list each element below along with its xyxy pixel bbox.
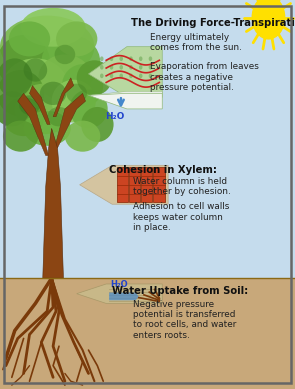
Polygon shape <box>18 93 49 156</box>
Ellipse shape <box>0 35 50 89</box>
Circle shape <box>149 74 152 78</box>
Polygon shape <box>53 78 74 117</box>
Text: Negative pressure
potential is transferred
to root cells, and water
enters roots: Negative pressure potential is transferr… <box>133 300 236 340</box>
Ellipse shape <box>69 89 108 128</box>
Circle shape <box>110 65 113 70</box>
Bar <box>129 167 140 202</box>
Ellipse shape <box>15 84 74 134</box>
Ellipse shape <box>81 107 114 142</box>
Circle shape <box>119 56 123 61</box>
Circle shape <box>252 0 285 39</box>
Ellipse shape <box>9 21 50 56</box>
Ellipse shape <box>41 35 100 89</box>
Ellipse shape <box>3 121 38 152</box>
Circle shape <box>149 56 152 61</box>
Circle shape <box>129 74 133 78</box>
Ellipse shape <box>65 121 100 152</box>
Ellipse shape <box>66 84 87 103</box>
Ellipse shape <box>3 58 68 113</box>
Ellipse shape <box>62 64 103 107</box>
Ellipse shape <box>21 8 86 47</box>
Ellipse shape <box>24 111 71 146</box>
Text: Evaporation from leaves
creates a negative
pressure potential.: Evaporation from leaves creates a negati… <box>150 62 259 92</box>
Text: Water Uptake from Soil:: Water Uptake from Soil: <box>112 286 248 296</box>
Polygon shape <box>43 128 63 278</box>
Ellipse shape <box>0 58 32 97</box>
Circle shape <box>139 56 142 61</box>
Ellipse shape <box>38 54 91 101</box>
Ellipse shape <box>19 95 40 115</box>
Polygon shape <box>109 293 139 300</box>
Ellipse shape <box>0 16 94 78</box>
Circle shape <box>139 74 142 78</box>
Bar <box>141 167 153 202</box>
Ellipse shape <box>0 70 44 117</box>
Ellipse shape <box>0 91 30 126</box>
Circle shape <box>119 65 123 70</box>
Bar <box>153 167 165 202</box>
Text: Cohesion in Xylem:: Cohesion in Xylem: <box>109 165 217 175</box>
Text: H₂O: H₂O <box>111 280 128 289</box>
Circle shape <box>110 74 113 78</box>
Bar <box>117 167 128 202</box>
Circle shape <box>149 65 152 70</box>
Ellipse shape <box>52 80 96 123</box>
Text: H₂O: H₂O <box>105 112 124 121</box>
Circle shape <box>100 56 104 61</box>
Polygon shape <box>77 284 162 303</box>
Polygon shape <box>88 47 162 97</box>
Circle shape <box>100 74 104 78</box>
Polygon shape <box>30 86 50 124</box>
Ellipse shape <box>47 107 71 126</box>
Circle shape <box>100 65 104 70</box>
Polygon shape <box>80 165 168 204</box>
Ellipse shape <box>24 58 47 82</box>
Circle shape <box>139 65 142 70</box>
Circle shape <box>129 56 133 61</box>
Bar <box>0 0 295 278</box>
Polygon shape <box>88 91 162 97</box>
Circle shape <box>129 65 133 70</box>
Ellipse shape <box>77 60 112 95</box>
Ellipse shape <box>55 45 75 64</box>
Polygon shape <box>88 93 162 109</box>
Ellipse shape <box>40 82 66 105</box>
Ellipse shape <box>56 21 97 56</box>
Text: Water column is held
together by cohesion.: Water column is held together by cohesio… <box>133 177 230 196</box>
Circle shape <box>119 74 123 78</box>
Bar <box>0 278 295 389</box>
Text: Energy ultimately
comes from the sun.: Energy ultimately comes from the sun. <box>150 33 242 53</box>
Polygon shape <box>55 93 86 148</box>
Ellipse shape <box>3 97 44 136</box>
Text: Adhesion to cell walls
keeps water column
in place.: Adhesion to cell walls keeps water colum… <box>133 202 229 232</box>
Text: The Driving Force-Transpiration:: The Driving Force-Transpiration: <box>131 18 295 28</box>
Circle shape <box>110 56 113 61</box>
